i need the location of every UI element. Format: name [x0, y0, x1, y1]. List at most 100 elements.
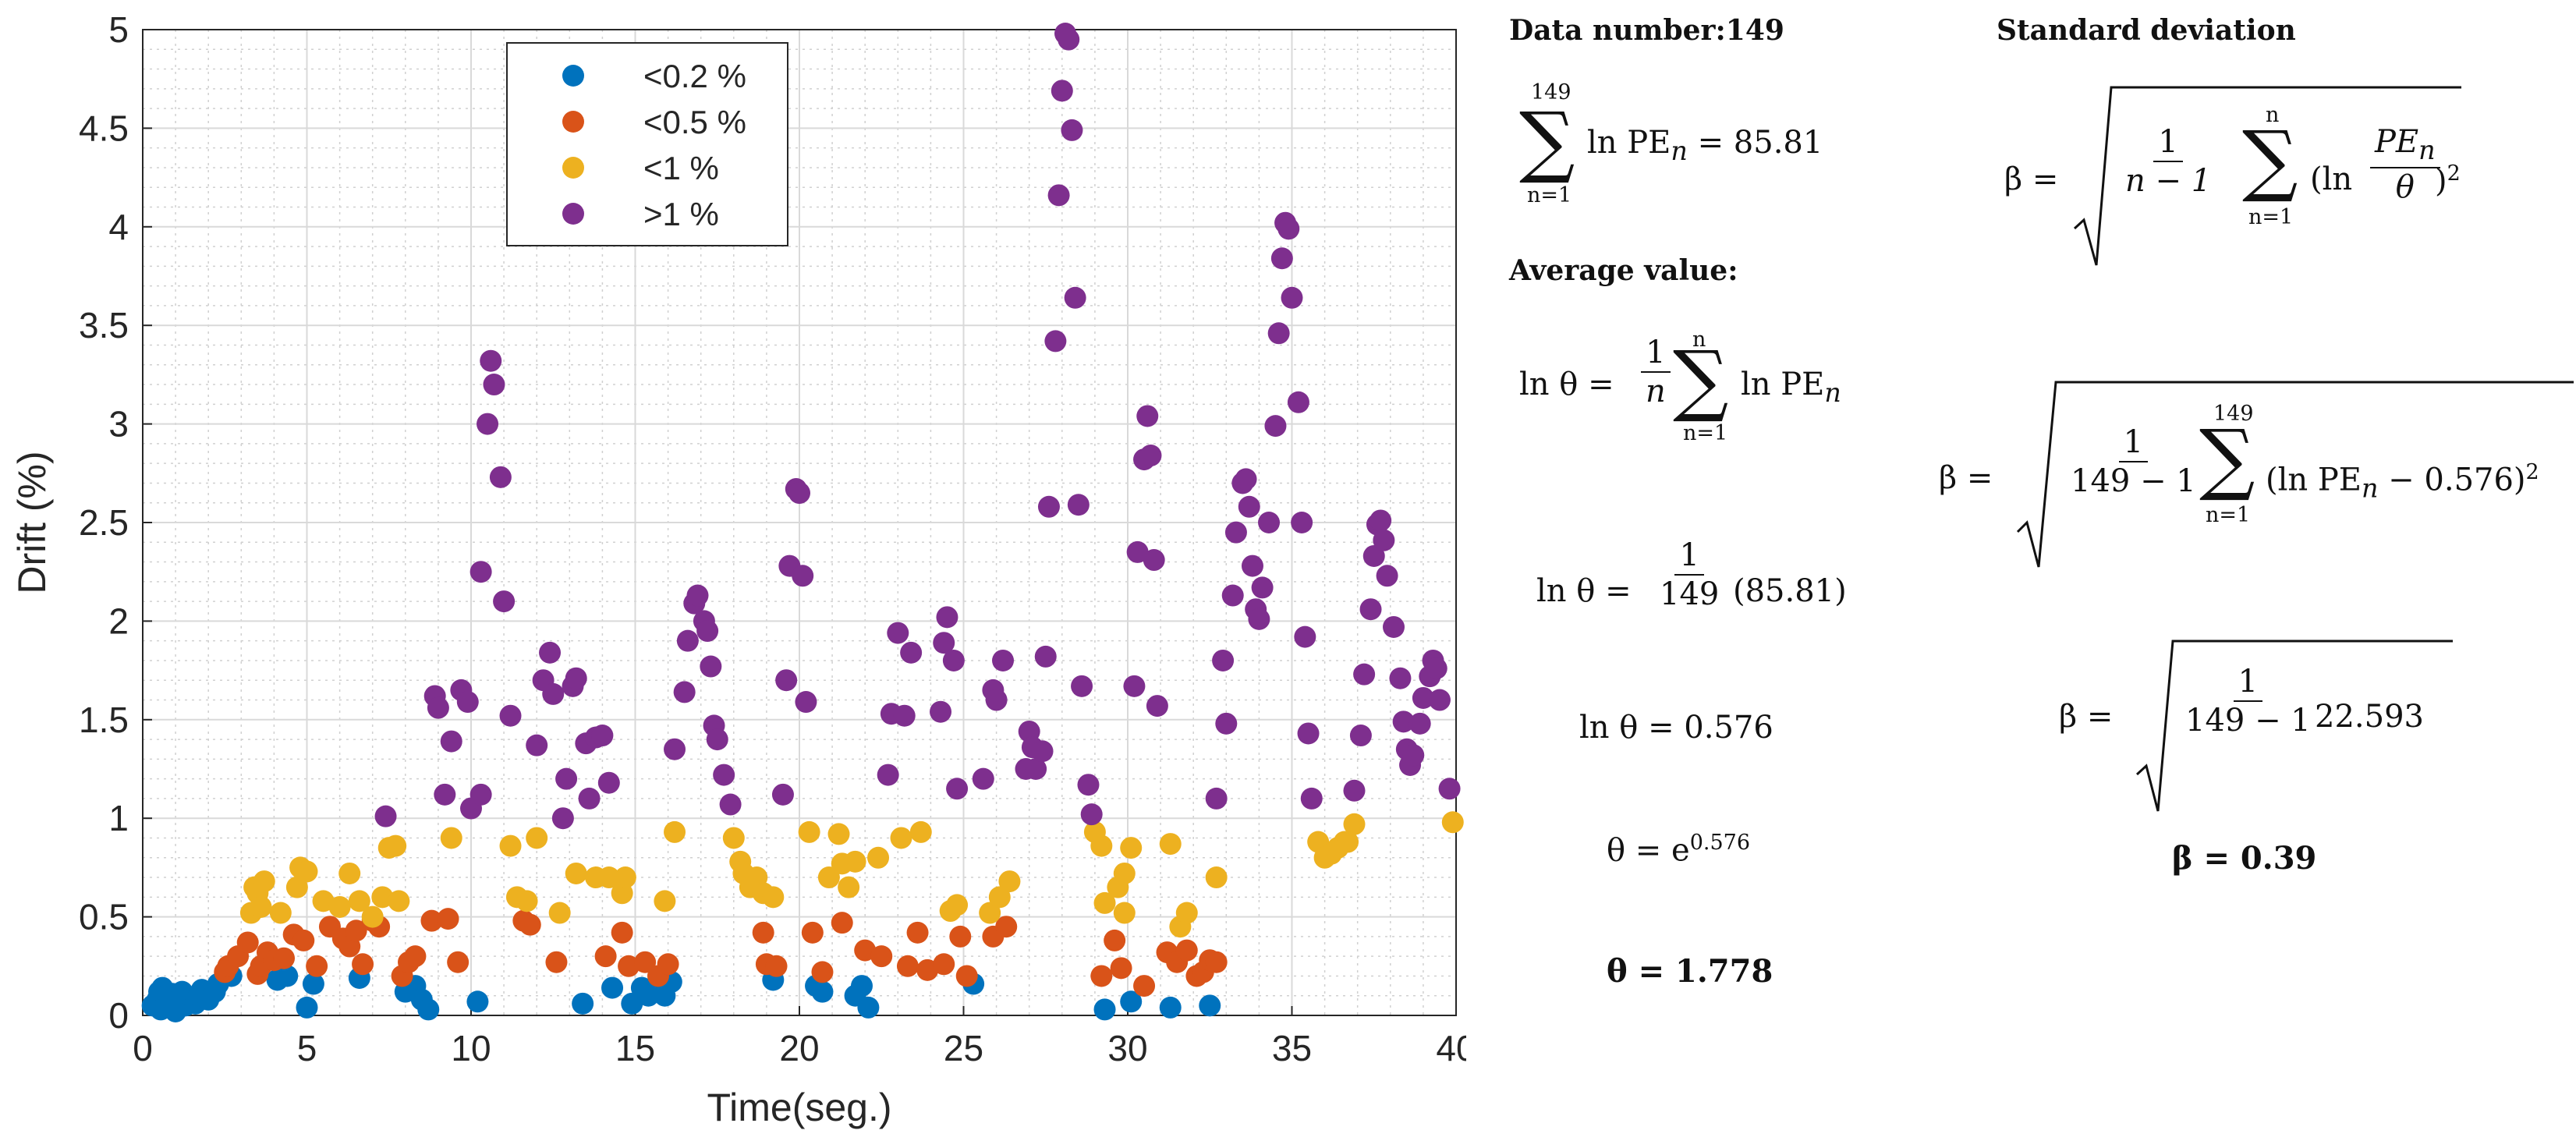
step3-lhs: θ = e — [1607, 832, 1690, 869]
data-point-series-4 — [992, 649, 1015, 671]
data-point-series-2 — [345, 919, 367, 942]
data-point-series-4 — [985, 689, 1008, 711]
data-point-series-4 — [469, 783, 492, 806]
data-point-series-4 — [719, 793, 742, 816]
data-point-series-4 — [493, 590, 516, 613]
data-point-series-4 — [591, 725, 614, 747]
data-point-series-2 — [1110, 957, 1132, 980]
data-point-series-3 — [1093, 891, 1116, 914]
data-point-series-4 — [1362, 544, 1385, 567]
data-point-series-4 — [936, 606, 958, 629]
beta1-sum-symbol: ∑ — [2242, 114, 2298, 205]
y-tick-label: 1 — [108, 798, 129, 838]
data-point-series-4 — [900, 641, 923, 664]
data-point-series-4 — [1139, 445, 1162, 467]
data-point-series-4 — [1277, 218, 1300, 240]
data-point-series-2 — [618, 955, 640, 977]
data-point-series-4 — [1267, 322, 1290, 345]
x-tick-label: 40 — [1436, 1028, 1466, 1068]
avg-subscript: n — [1824, 377, 1841, 408]
legend-label-3: <1 % — [643, 150, 719, 186]
data-point-series-4 — [877, 764, 899, 786]
data-point-series-4 — [1349, 725, 1372, 747]
data-point-series-2 — [1104, 929, 1126, 951]
legend-marker-2 — [562, 111, 584, 133]
avg-fraction-den: n — [1646, 374, 1666, 409]
beta2-num: 1 — [2118, 425, 2149, 462]
data-point-series-3 — [1343, 813, 1366, 835]
data-point-series-4 — [1281, 286, 1303, 309]
beta2-den: 149 − 1 — [2071, 463, 2196, 499]
data-point-series-4 — [1353, 663, 1376, 686]
data-point-series-4 — [1258, 512, 1281, 533]
data-point-series-4 — [483, 374, 505, 396]
data-point-series-4 — [489, 466, 512, 488]
data-point-series-3 — [285, 876, 308, 898]
data-point-series-2 — [352, 953, 374, 976]
drift-scatter-chart: 0 5 10 15 20 25 30 35 40 0 0.5 1 1.5 2 2.5 3 3.5 4 4.5 5 Ti… — [10, 9, 1466, 1129]
data-point-series-4 — [1251, 576, 1274, 599]
data-points — [141, 23, 1464, 1022]
data-point-series-2 — [657, 953, 679, 976]
data-point-series-4 — [713, 764, 735, 786]
data-point-series-4 — [1294, 625, 1316, 648]
data-point-series-2 — [1133, 975, 1156, 997]
legend-marker-1 — [562, 65, 584, 87]
data-point-series-3 — [384, 834, 407, 857]
step1-fraction: 1 149 — [1652, 538, 1727, 611]
sum-subscript: n — [1671, 136, 1688, 166]
data-point-series-4 — [1412, 686, 1434, 709]
data-point-series-2 — [1090, 965, 1113, 987]
data-point-series-4 — [1383, 615, 1405, 638]
beta2-sum-symbol: ∑ — [2199, 413, 2255, 504]
data-point-series-3 — [838, 876, 860, 898]
data-point-series-4 — [499, 704, 522, 727]
data-point-series-4 — [1047, 184, 1070, 207]
sum-result: = 85.81 — [1687, 125, 1823, 161]
radical-1 — [2073, 86, 2461, 266]
data-point-series-2 — [545, 951, 568, 973]
data-point-series-4 — [1373, 529, 1395, 551]
data-point-series-2 — [752, 921, 774, 944]
data-point-series-4 — [1343, 779, 1366, 802]
beta2-power: 2 — [2525, 460, 2539, 484]
beta3-fraction: 1 149 − 1 — [2177, 664, 2319, 738]
data-point-series-2 — [906, 921, 929, 944]
data-point-series-4 — [1212, 649, 1235, 671]
legend-marker-4 — [562, 203, 584, 225]
data-point-series-4 — [526, 734, 548, 756]
data-point-series-3 — [1113, 862, 1136, 884]
beta1-lhs: β = — [2004, 161, 2059, 197]
data-point-series-3 — [526, 827, 548, 849]
data-point-series-3 — [371, 886, 394, 909]
sum-lower-limit: n=1 — [1527, 183, 1572, 207]
data-point-series-4 — [469, 561, 492, 583]
data-point-series-4 — [771, 783, 794, 806]
data-point-series-3 — [1175, 902, 1198, 924]
y-tick-label: 0 — [108, 995, 129, 1036]
data-point-series-3 — [1090, 834, 1113, 857]
data-point-series-4 — [1025, 758, 1047, 780]
beta3-num: 1 — [2233, 664, 2263, 702]
data-point-series-1 — [296, 996, 318, 1019]
data-point-series-3 — [867, 846, 890, 869]
step1-lhs: ln θ = — [1536, 573, 1632, 609]
data-point-series-3 — [946, 894, 969, 916]
y-tick-label: 2 — [108, 601, 129, 641]
data-point-series-2 — [955, 965, 978, 987]
data-point-series-4 — [1058, 28, 1080, 51]
data-point-series-4 — [673, 681, 696, 703]
x-tick-label: 30 — [1107, 1028, 1147, 1068]
data-point-series-4 — [565, 667, 587, 689]
data-point-series-2 — [1175, 939, 1198, 962]
beta2-body-text: (ln PE — [2266, 462, 2362, 498]
data-point-series-3 — [361, 905, 384, 928]
data-point-series-4 — [1071, 675, 1093, 697]
data-point-series-3 — [565, 862, 587, 884]
data-point-series-4 — [1402, 744, 1425, 767]
beta1-paren-close: )2 — [2435, 161, 2461, 199]
data-point-series-1 — [1120, 990, 1143, 1013]
data-point-series-1 — [1093, 998, 1116, 1021]
data-point-series-4 — [1123, 675, 1146, 697]
x-tick-label: 35 — [1272, 1028, 1312, 1068]
